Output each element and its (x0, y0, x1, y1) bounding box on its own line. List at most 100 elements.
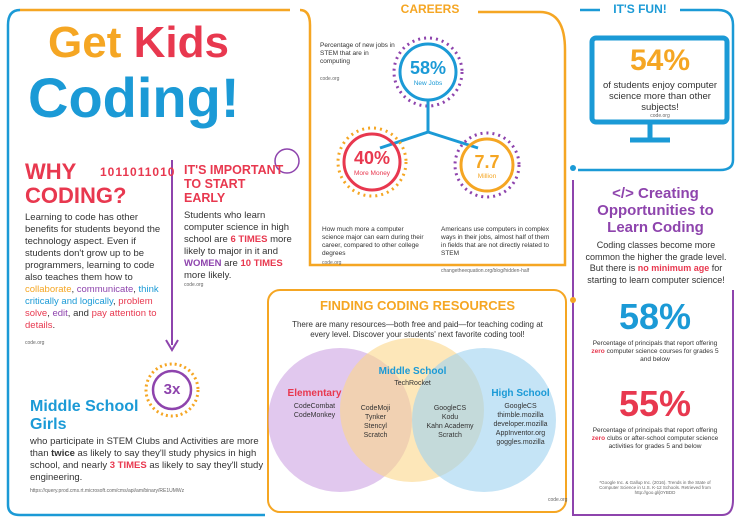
text: Students who learn computer science in h… (184, 210, 290, 245)
circle (342, 132, 402, 192)
text: problem solve (25, 296, 153, 319)
text: computer science courses for grades 5 an… (604, 348, 719, 363)
text: . (52, 320, 56, 331)
resources-frame (267, 289, 567, 513)
text: zero (591, 435, 606, 442)
face-icon (274, 148, 300, 174)
text: no minimum age (637, 263, 710, 273)
circle-dots (392, 36, 464, 108)
paragraph: Coding classes become more common the hi… (582, 240, 730, 286)
venn-item: Scratch (438, 432, 462, 439)
venn-list: TechRocket (370, 379, 455, 388)
caption: How much more a computer science major c… (322, 226, 424, 257)
fun-frame (578, 8, 735, 172)
text: , (133, 284, 139, 295)
text: WOMEN (184, 258, 222, 269)
venn-title: Middle School (378, 366, 447, 377)
heading: FINDING CODING RESOURCES (319, 298, 515, 313)
badge (151, 369, 193, 411)
badge-ring (144, 362, 200, 418)
text: who participate in STEM Clubs and Activi… (30, 436, 259, 459)
text: 3 TIMES (109, 460, 147, 471)
caption: of students enjoy computer science more … (602, 80, 718, 113)
dot (570, 297, 576, 303)
badge-text: 3x (163, 381, 181, 398)
venn-item: developer.mozilla (493, 421, 548, 428)
left-frame (6, 8, 265, 517)
venn-list: GoogleCS Kodu Kahn Academy Scratch (420, 404, 480, 440)
heading: Middle School Girls (30, 398, 139, 433)
stat-label: More Money (353, 170, 391, 177)
venn-item: CodeCombat (293, 403, 336, 410)
circle-dots (336, 126, 408, 198)
dot (570, 165, 576, 171)
stat: 58% (409, 58, 447, 78)
arrow (165, 339, 179, 352)
venn-item: Tynker (364, 414, 386, 421)
circle-dots (453, 131, 521, 199)
text: pay attention to details (25, 308, 157, 331)
text: as likely to say they'll study physics i… (30, 448, 257, 471)
venn-item: Kahn Academy (426, 423, 474, 430)
text: , (71, 284, 77, 295)
heading: IT'S IMPORTANT TO START EARLY (184, 163, 284, 205)
title-line: Coding! (28, 66, 240, 129)
venn-item: Kodu (441, 414, 459, 421)
text: , (47, 308, 53, 319)
text: 6 TIMES (230, 234, 268, 245)
venn-item: CodeMonkey (293, 412, 336, 419)
venn-title: High School (491, 388, 550, 399)
stat: 55% (618, 383, 692, 424)
venn-title: Elementary (287, 388, 342, 399)
venn-item: thimble.mozilla (497, 412, 544, 419)
venn-item: AppInventor.org (495, 430, 546, 437)
text: edit (52, 308, 68, 319)
text: as likely to say they'll study engineeri… (30, 460, 264, 483)
branch (379, 100, 479, 150)
venn-item: Scratch (363, 432, 388, 439)
title-word: Get (48, 18, 122, 67)
caption: Percentage of principals that report off… (590, 340, 720, 364)
text: are (221, 258, 241, 269)
venn-list: CodeMoji Tynker Stencyl Scratch (348, 404, 403, 440)
careers-frame (20, 8, 567, 267)
source: code.org (322, 260, 342, 266)
paragraph: Learning to code has other benefits for … (25, 212, 173, 332)
venn-high (412, 348, 556, 492)
text: more likely. (184, 270, 232, 281)
stat-label: Million (477, 173, 497, 180)
text: 10 TIMES (240, 258, 283, 269)
source: changetheequation.org/blog/hidden-half (441, 268, 530, 274)
stat: 40% (353, 148, 391, 168)
paragraph: who participate in STEM Clubs and Activi… (30, 436, 270, 484)
text: for starting to learn computer science! (587, 263, 725, 285)
heading: WHY CODING? (25, 159, 127, 208)
venn-item: GoogleCS (504, 403, 537, 410)
text: collaborate (25, 284, 72, 295)
source: code.org (650, 113, 670, 119)
source: code.org (184, 282, 204, 288)
text: Percentage of principals that report off… (592, 427, 718, 434)
text: , (113, 296, 119, 307)
text: zero (591, 348, 605, 355)
venn-item: CodeMoji (360, 405, 391, 412)
text: twice (51, 448, 75, 459)
venn-list: CodeCombat CodeMonkey (272, 402, 357, 420)
stat: 7.7 (474, 152, 500, 172)
section-label: IT'S FUN! (613, 2, 667, 16)
venn-item: GoogleCS (433, 405, 467, 412)
opps-frame (572, 180, 734, 516)
text: , and (67, 308, 92, 319)
text: more likely to major in it and (184, 234, 292, 257)
footnote: *Google Inc. & Gallup Inc. (2016). Trend… (599, 480, 711, 495)
caption: Percentage of principals that report off… (590, 427, 720, 451)
stat: 54% (629, 44, 691, 77)
stat: 58% (618, 296, 692, 337)
heading: </> Creating Opportunities to Learn Codi… (597, 185, 714, 236)
source: code.org (548, 497, 568, 503)
caption: Percentage of new jobs in STEM that are … (320, 42, 395, 65)
monitor-stand (630, 124, 670, 143)
paragraph: Students who learn computer science in h… (184, 210, 299, 282)
